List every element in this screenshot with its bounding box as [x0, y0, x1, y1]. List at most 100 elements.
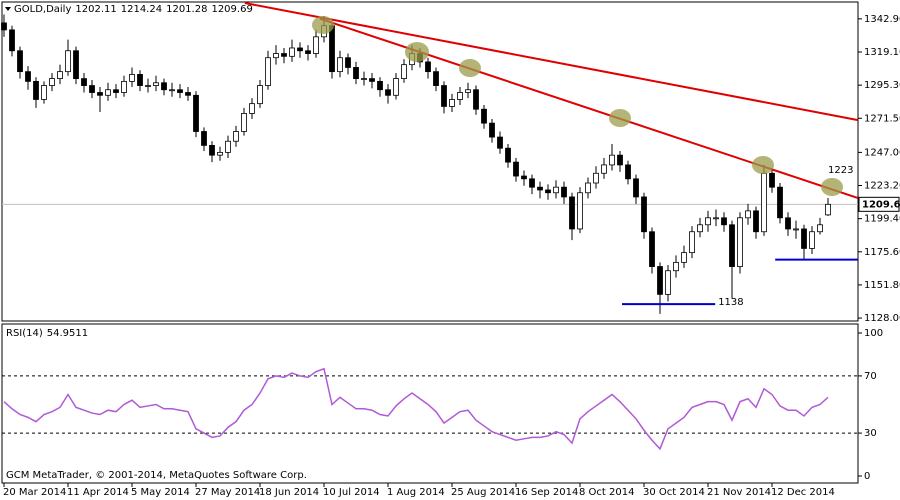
highlight: [312, 16, 334, 34]
trend-line-label: 1223: [828, 165, 853, 176]
candle-body: [601, 164, 607, 174]
candle-body: [369, 78, 375, 82]
candle-body: [753, 210, 759, 233]
y-tick-label: 0: [864, 471, 870, 482]
candle-body: [137, 74, 143, 86]
candle-body: [689, 231, 695, 254]
y-tick-label: 100: [864, 328, 883, 339]
x-tick-label: 25 Aug 2014: [451, 487, 515, 498]
candle-body: [265, 57, 271, 86]
x-tick-label: 16 Sep 2014: [515, 487, 578, 498]
price-panel: [1, 1, 859, 322]
candle-body: [121, 80, 127, 93]
candle-body: [769, 172, 775, 188]
menu-icon[interactable]: [5, 7, 11, 11]
candle-body: [201, 131, 207, 146]
candle-body: [193, 94, 199, 132]
candle-body: [761, 172, 767, 233]
x-tick-label: 11 Apr 2014: [67, 487, 129, 498]
candle-body: [161, 82, 167, 91]
candle-body: [521, 175, 527, 180]
candle-body: [577, 192, 583, 230]
candle-body: [457, 92, 463, 100]
candle-body: [817, 224, 823, 233]
candle-body: [809, 231, 815, 249]
candle-body: [257, 85, 263, 105]
highlight: [405, 42, 429, 62]
y-tick-label: 1128.00: [864, 313, 900, 324]
candle-body: [553, 186, 559, 194]
y-tick-label: 30: [864, 428, 877, 439]
y-tick-label: 1319.10: [864, 47, 900, 58]
candle-body: [129, 74, 135, 82]
candle-body: [25, 71, 31, 82]
y-tick-label: 1223.20: [864, 181, 900, 192]
candle-body: [713, 217, 719, 220]
rsi-title: RSI(14): [6, 328, 43, 339]
candle-body: [57, 71, 63, 79]
candle-body: [529, 178, 535, 188]
y-tick-label: 1175.60: [864, 247, 900, 258]
candle-body: [433, 71, 439, 86]
candle-body: [81, 78, 87, 86]
candle-body: [681, 252, 687, 263]
candle-body: [17, 50, 23, 73]
y-tick-label: 1271.50: [864, 113, 900, 124]
candle-body: [233, 131, 239, 142]
candle-body: [625, 164, 631, 180]
candle-body: [825, 203, 831, 216]
candle-body: [449, 99, 455, 107]
trend-line-label: 1138: [718, 297, 743, 308]
candle-body: [537, 186, 543, 191]
candle-body: [241, 113, 247, 132]
rsi-header: RSI(14) 54.9511: [6, 328, 88, 339]
candle-body: [401, 64, 407, 79]
low-value: 1201.28: [166, 4, 207, 15]
candle-body: [209, 145, 215, 156]
candle-body: [9, 29, 15, 52]
candle-body: [33, 80, 39, 100]
candle-body: [793, 228, 799, 231]
candle-body: [569, 196, 575, 230]
candle-body: [313, 36, 319, 54]
highlight: [459, 59, 481, 77]
candle-body: [777, 186, 783, 219]
candle-body: [649, 231, 655, 267]
candle-body: [105, 89, 111, 96]
y-tick-label: 1295.30: [864, 80, 900, 91]
candle-body: [641, 196, 647, 233]
rsi-panel: [1, 323, 859, 484]
open-value: 1202.11: [75, 4, 116, 15]
candle-body: [785, 217, 791, 230]
candle-body: [41, 85, 47, 100]
symbol: GOLD,Daily: [14, 4, 71, 15]
high-value: 1214.24: [121, 4, 162, 15]
candle-body: [473, 89, 479, 110]
candle-body: [345, 57, 351, 68]
candle-body: [657, 266, 663, 295]
candle-body: [177, 89, 183, 93]
candle-body: [113, 89, 119, 93]
candle-body: [465, 89, 471, 93]
footer: GCM MetaTrader, © 2001-2014, MetaQuotes …: [6, 470, 307, 481]
x-tick-label: 10 Jul 2014: [323, 487, 380, 498]
candle-body: [489, 122, 495, 138]
candle-body: [281, 53, 287, 57]
candle-body: [729, 224, 735, 267]
candle-body: [377, 80, 383, 91]
candle-body: [497, 136, 503, 149]
candle-body: [441, 85, 447, 107]
candle-body: [305, 50, 311, 54]
current-price-box: [858, 196, 900, 212]
trend-line: [244, 2, 859, 122]
candle-body: [721, 217, 727, 226]
candle-body: [561, 186, 567, 198]
x-tick-label: 18 Jun 2014: [259, 487, 319, 498]
y-tick-label: 70: [864, 371, 877, 382]
y-tick-label: 1199.40: [864, 214, 900, 225]
x-tick-label: 8 Oct 2014: [579, 487, 634, 498]
candle-body: [89, 85, 95, 93]
candle-body: [505, 147, 511, 163]
candle-body: [97, 92, 103, 96]
